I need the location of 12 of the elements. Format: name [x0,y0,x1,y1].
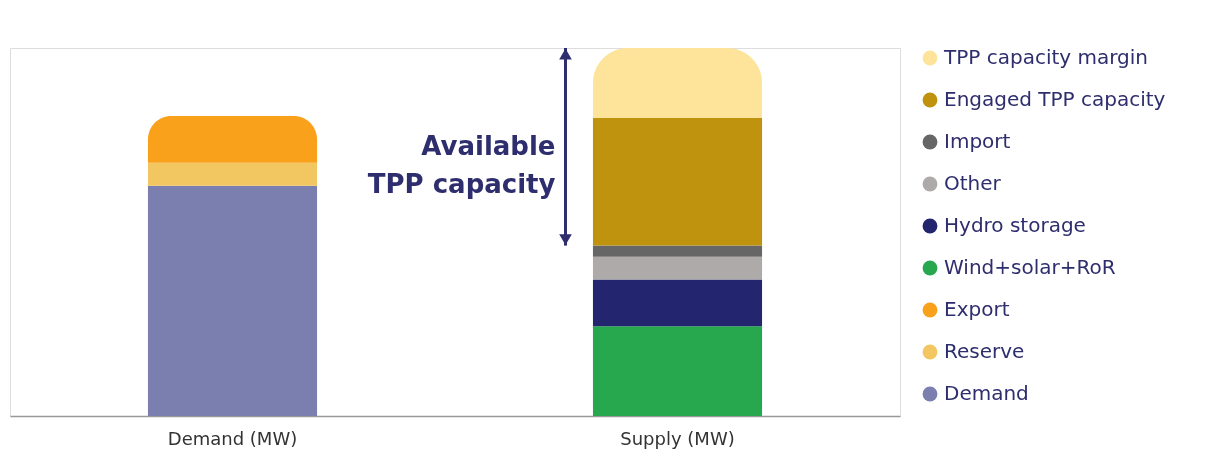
legend-label: Demand [944,381,1029,405]
legend-label: Other [944,171,1002,195]
x-tick-label: Supply (MW) [620,427,735,449]
x-tick-label: Demand (MW) [167,427,298,449]
legend-label: Hydro storage [944,213,1086,237]
annotation: Available TPP capacity [367,130,556,199]
legend-label: Import [944,129,1011,153]
legend-label: Wind+solar+RoR [944,255,1116,279]
legend-label: Export [944,297,1010,321]
legend-label: Reserve [944,339,1025,363]
legend-label: Engaged TPP capacity [944,87,1166,111]
legend-label: TPP capacity margin [943,45,1149,69]
